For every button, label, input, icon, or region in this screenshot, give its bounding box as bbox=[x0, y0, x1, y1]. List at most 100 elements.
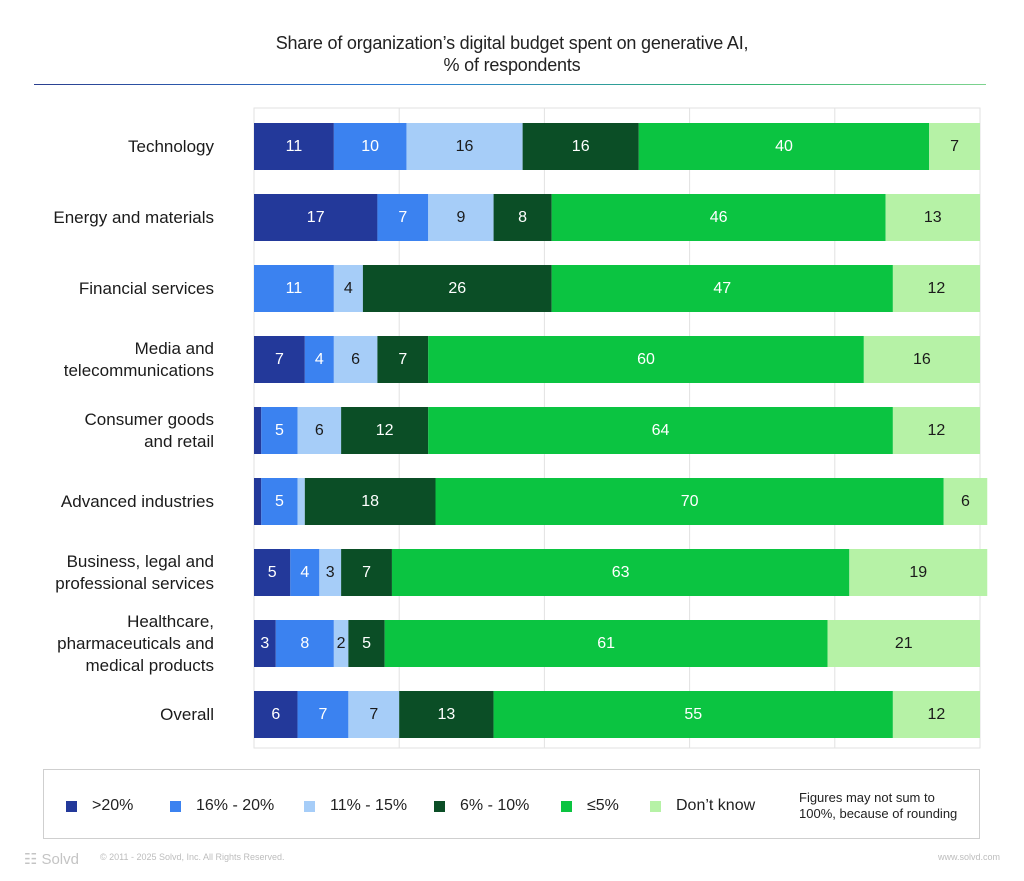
footer-url[interactable]: www.solvd.com bbox=[937, 852, 1000, 862]
category-label: telecommunications bbox=[64, 361, 214, 380]
data-label: 10 bbox=[361, 138, 379, 155]
data-label: 9 bbox=[456, 209, 465, 226]
data-label: 7 bbox=[275, 351, 284, 368]
category-label: Healthcare, bbox=[127, 612, 214, 631]
data-label: 17 bbox=[307, 209, 325, 226]
bar-segment bbox=[304, 336, 334, 383]
legend-item-gt20: >20% bbox=[66, 796, 133, 816]
data-label: 7 bbox=[369, 706, 378, 723]
data-label: 8 bbox=[300, 635, 309, 652]
data-label: 7 bbox=[398, 351, 407, 368]
category-label: Business, legal and bbox=[67, 552, 214, 571]
category-label: Media and bbox=[135, 339, 214, 358]
data-label: 6 bbox=[961, 493, 970, 510]
bar-segment bbox=[943, 478, 988, 525]
brand-name: Solvd bbox=[41, 850, 79, 868]
data-label: 12 bbox=[928, 706, 946, 723]
category-label: Overall bbox=[160, 705, 214, 724]
bar-segment bbox=[254, 549, 291, 596]
legend-note-line-2: 100%, because of rounding bbox=[799, 806, 958, 821]
bar-segment bbox=[929, 123, 980, 170]
legend-note-line-1: Figures may not sum to bbox=[799, 790, 935, 805]
category-label: Energy and materials bbox=[53, 208, 214, 227]
bar-segment bbox=[377, 194, 429, 241]
data-label: 18 bbox=[361, 493, 379, 510]
solvd-logo-icon: ☷ bbox=[24, 851, 38, 868]
bar-segment bbox=[399, 691, 494, 738]
legend-label-6-10: 6% - 10% bbox=[460, 797, 530, 814]
chart-title-line: Share of organization’s digital budget s… bbox=[275, 33, 749, 53]
bar-segment bbox=[428, 194, 494, 241]
data-label: 5 bbox=[268, 564, 277, 581]
category-label: Advanced industries bbox=[61, 492, 214, 511]
data-label: 5 bbox=[362, 635, 371, 652]
data-label: 7 bbox=[398, 209, 407, 226]
bar-segment bbox=[551, 194, 886, 241]
data-label: 16 bbox=[913, 351, 931, 368]
bar-segment bbox=[254, 265, 334, 312]
bar-segment bbox=[333, 620, 349, 667]
bar-segment bbox=[428, 336, 864, 383]
data-label: 12 bbox=[376, 422, 394, 439]
data-label: 63 bbox=[612, 564, 630, 581]
legend-item-16-20: 16% - 20% bbox=[170, 796, 274, 816]
bar-segment bbox=[435, 478, 944, 525]
data-label: 3 bbox=[260, 635, 269, 652]
bar-segment bbox=[827, 620, 980, 667]
bar-segment bbox=[304, 478, 436, 525]
bar-segment bbox=[892, 691, 980, 738]
title-divider bbox=[34, 84, 986, 85]
data-label: 5 bbox=[275, 493, 284, 510]
bar-segment bbox=[297, 407, 342, 454]
data-label: 26 bbox=[448, 280, 466, 297]
bar-segment bbox=[849, 549, 988, 596]
data-label: 5 bbox=[275, 422, 284, 439]
stacked-bar-chart: Technology 11 10 16 16 40 7 Energy and material… bbox=[53, 107, 988, 749]
bar-segment bbox=[384, 620, 828, 667]
data-label: 46 bbox=[710, 209, 728, 226]
data-label: 8 bbox=[518, 209, 527, 226]
bar-segment bbox=[391, 549, 850, 596]
legend-item-11-15: 11% - 15% bbox=[304, 796, 407, 816]
legend-swatch-16-20 bbox=[170, 800, 181, 812]
category-label: Consumer goods bbox=[85, 410, 214, 429]
bar-segment bbox=[348, 691, 400, 738]
bar-segment bbox=[254, 407, 262, 454]
footer-copyright: © 2011 - 2025 Solvd, Inc. All Rights Res… bbox=[100, 852, 285, 862]
bar-segment bbox=[863, 336, 980, 383]
bar-segment bbox=[254, 123, 334, 170]
data-label: 3 bbox=[326, 564, 335, 581]
data-label: 13 bbox=[924, 209, 942, 226]
bar-segment bbox=[362, 265, 552, 312]
bar-segment bbox=[333, 336, 378, 383]
data-label: 40 bbox=[775, 138, 793, 155]
bar-segment bbox=[892, 407, 980, 454]
bar-segment bbox=[297, 691, 349, 738]
category-label: Financial services bbox=[79, 279, 214, 298]
data-label: 60 bbox=[637, 351, 655, 368]
data-label: 6 bbox=[315, 422, 324, 439]
data-label: 16 bbox=[456, 138, 474, 155]
legend-swatch-dont-know bbox=[650, 800, 661, 812]
category-label: and retail bbox=[144, 432, 214, 451]
category-label: professional services bbox=[55, 574, 214, 593]
bar-segment bbox=[522, 123, 639, 170]
legend-swatch-6-10 bbox=[434, 800, 445, 812]
bar-segment bbox=[377, 336, 429, 383]
bar-segment bbox=[493, 194, 552, 241]
data-label: 70 bbox=[681, 493, 699, 510]
bar-segment bbox=[333, 265, 363, 312]
bar-segment bbox=[406, 123, 523, 170]
category-label: medical products bbox=[85, 656, 214, 675]
data-label: 12 bbox=[928, 422, 946, 439]
data-label: 61 bbox=[597, 635, 615, 652]
bar-segment bbox=[333, 123, 407, 170]
legend-label-le5: ≤5% bbox=[587, 797, 619, 814]
bar-segment bbox=[551, 265, 893, 312]
data-label: 16 bbox=[572, 138, 590, 155]
bar-segment bbox=[254, 620, 276, 667]
legend-item-6-10: 6% - 10% bbox=[434, 796, 529, 816]
legend-swatch-11-15 bbox=[304, 800, 315, 812]
data-label: 4 bbox=[344, 280, 353, 297]
legend-label-11-15: 11% - 15% bbox=[330, 797, 408, 814]
